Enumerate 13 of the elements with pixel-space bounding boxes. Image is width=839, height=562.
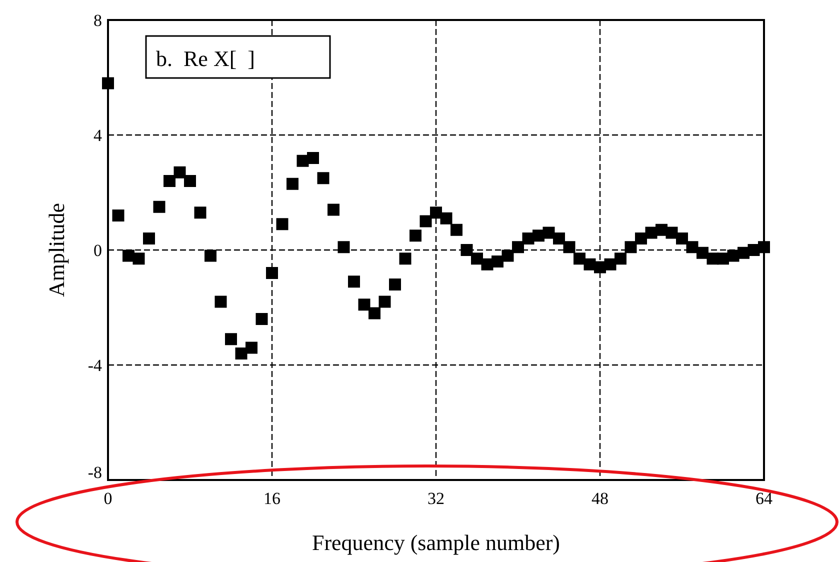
x-tick-label: 32	[428, 489, 444, 508]
y-tick-label: 0	[94, 241, 102, 260]
x-axis-title: Frequency (sample number)	[312, 530, 560, 555]
x-tick-label: 16	[264, 489, 280, 508]
y-tick-label: -4	[88, 356, 102, 375]
y-tick-label: 4	[94, 126, 102, 145]
x-tick-label: 64	[756, 489, 773, 508]
x-tick-label: 48	[592, 489, 608, 508]
label-box: b. Re X[ ]	[145, 35, 331, 79]
y-tick-label: -8	[88, 463, 102, 482]
y-tick-label: 8	[94, 11, 102, 30]
y-axis-title: Amplitude	[44, 202, 69, 298]
annotation: b. Re X[ ]	[156, 46, 255, 71]
